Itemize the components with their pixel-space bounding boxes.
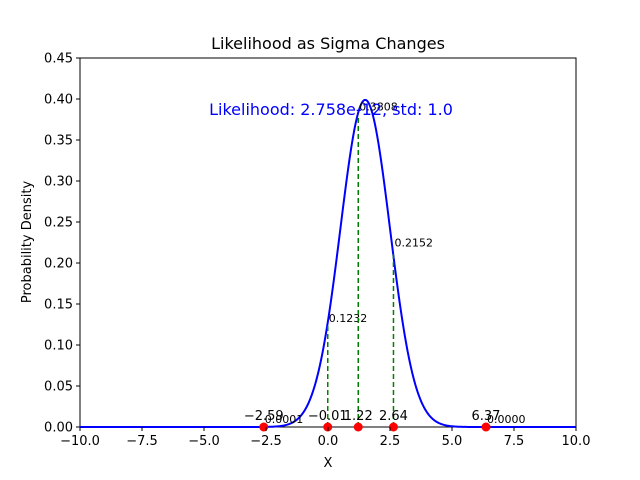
y-tick-label: 0.35 <box>44 134 73 149</box>
density-value-label: 0.3808 <box>359 101 398 114</box>
density-value-label: 0.2152 <box>394 237 433 250</box>
y-tick-label: 0.05 <box>44 380 73 395</box>
density-curve <box>80 98 576 428</box>
data-point-label: 1.22 <box>344 409 373 424</box>
data-point-label: 6.37 <box>471 409 500 424</box>
density-value-label: 0.1232 <box>329 312 368 325</box>
data-point <box>353 422 363 432</box>
y-tick-label: 0.15 <box>44 298 73 313</box>
y-tick-label: 0.40 <box>44 93 73 108</box>
y-tick-label: 0.00 <box>44 421 73 436</box>
x-tick-label: 10.0 <box>562 434 591 449</box>
data-point-label: 2.64 <box>379 409 408 424</box>
x-tick-label: −7.5 <box>126 434 158 449</box>
data-point <box>481 422 491 432</box>
x-tick-label: 0.0 <box>318 434 339 449</box>
data-point-label: −0.01 <box>308 409 348 424</box>
data-point-label: −2.59 <box>244 409 284 424</box>
y-tick-label: 0.45 <box>44 52 73 67</box>
chart-title: Likelihood as Sigma Changes <box>211 34 445 53</box>
x-tick-label: −2.5 <box>250 434 282 449</box>
x-axis-label: X <box>324 456 333 471</box>
x-tick-label: −5.0 <box>188 434 220 449</box>
plot-area: −2.590.0001 −0.01 0.1232 1.22 0.3808 2.64 0.21… <box>79 57 577 432</box>
x-axis: −10.0 −7.5 −5.0 −2.5 0.0 2.5 5.0 7.5 10.0 <box>60 427 590 449</box>
likelihood-annotation: Likelihood: 2.758e-12, std: 1.0 <box>209 100 453 119</box>
x-tick-label: 5.0 <box>442 434 463 449</box>
density-value-label: 0.0001 <box>265 413 304 426</box>
y-axis: 0.00 0.05 0.10 0.15 0.20 0.25 0.30 0.35 0.40 0.45 <box>44 52 80 436</box>
data-point <box>388 422 398 432</box>
y-tick-label: 0.30 <box>44 175 73 190</box>
x-tick-label: 2.5 <box>380 434 401 449</box>
x-tick-label: 7.5 <box>504 434 525 449</box>
y-axis-label: Probability Density <box>20 181 35 304</box>
density-value-label: 0.0000 <box>487 413 526 426</box>
y-tick-label: 0.25 <box>44 216 73 231</box>
y-tick-label: 0.20 <box>44 257 73 272</box>
x-tick-label: −10.0 <box>60 434 100 449</box>
y-tick-label: 0.10 <box>44 339 73 354</box>
